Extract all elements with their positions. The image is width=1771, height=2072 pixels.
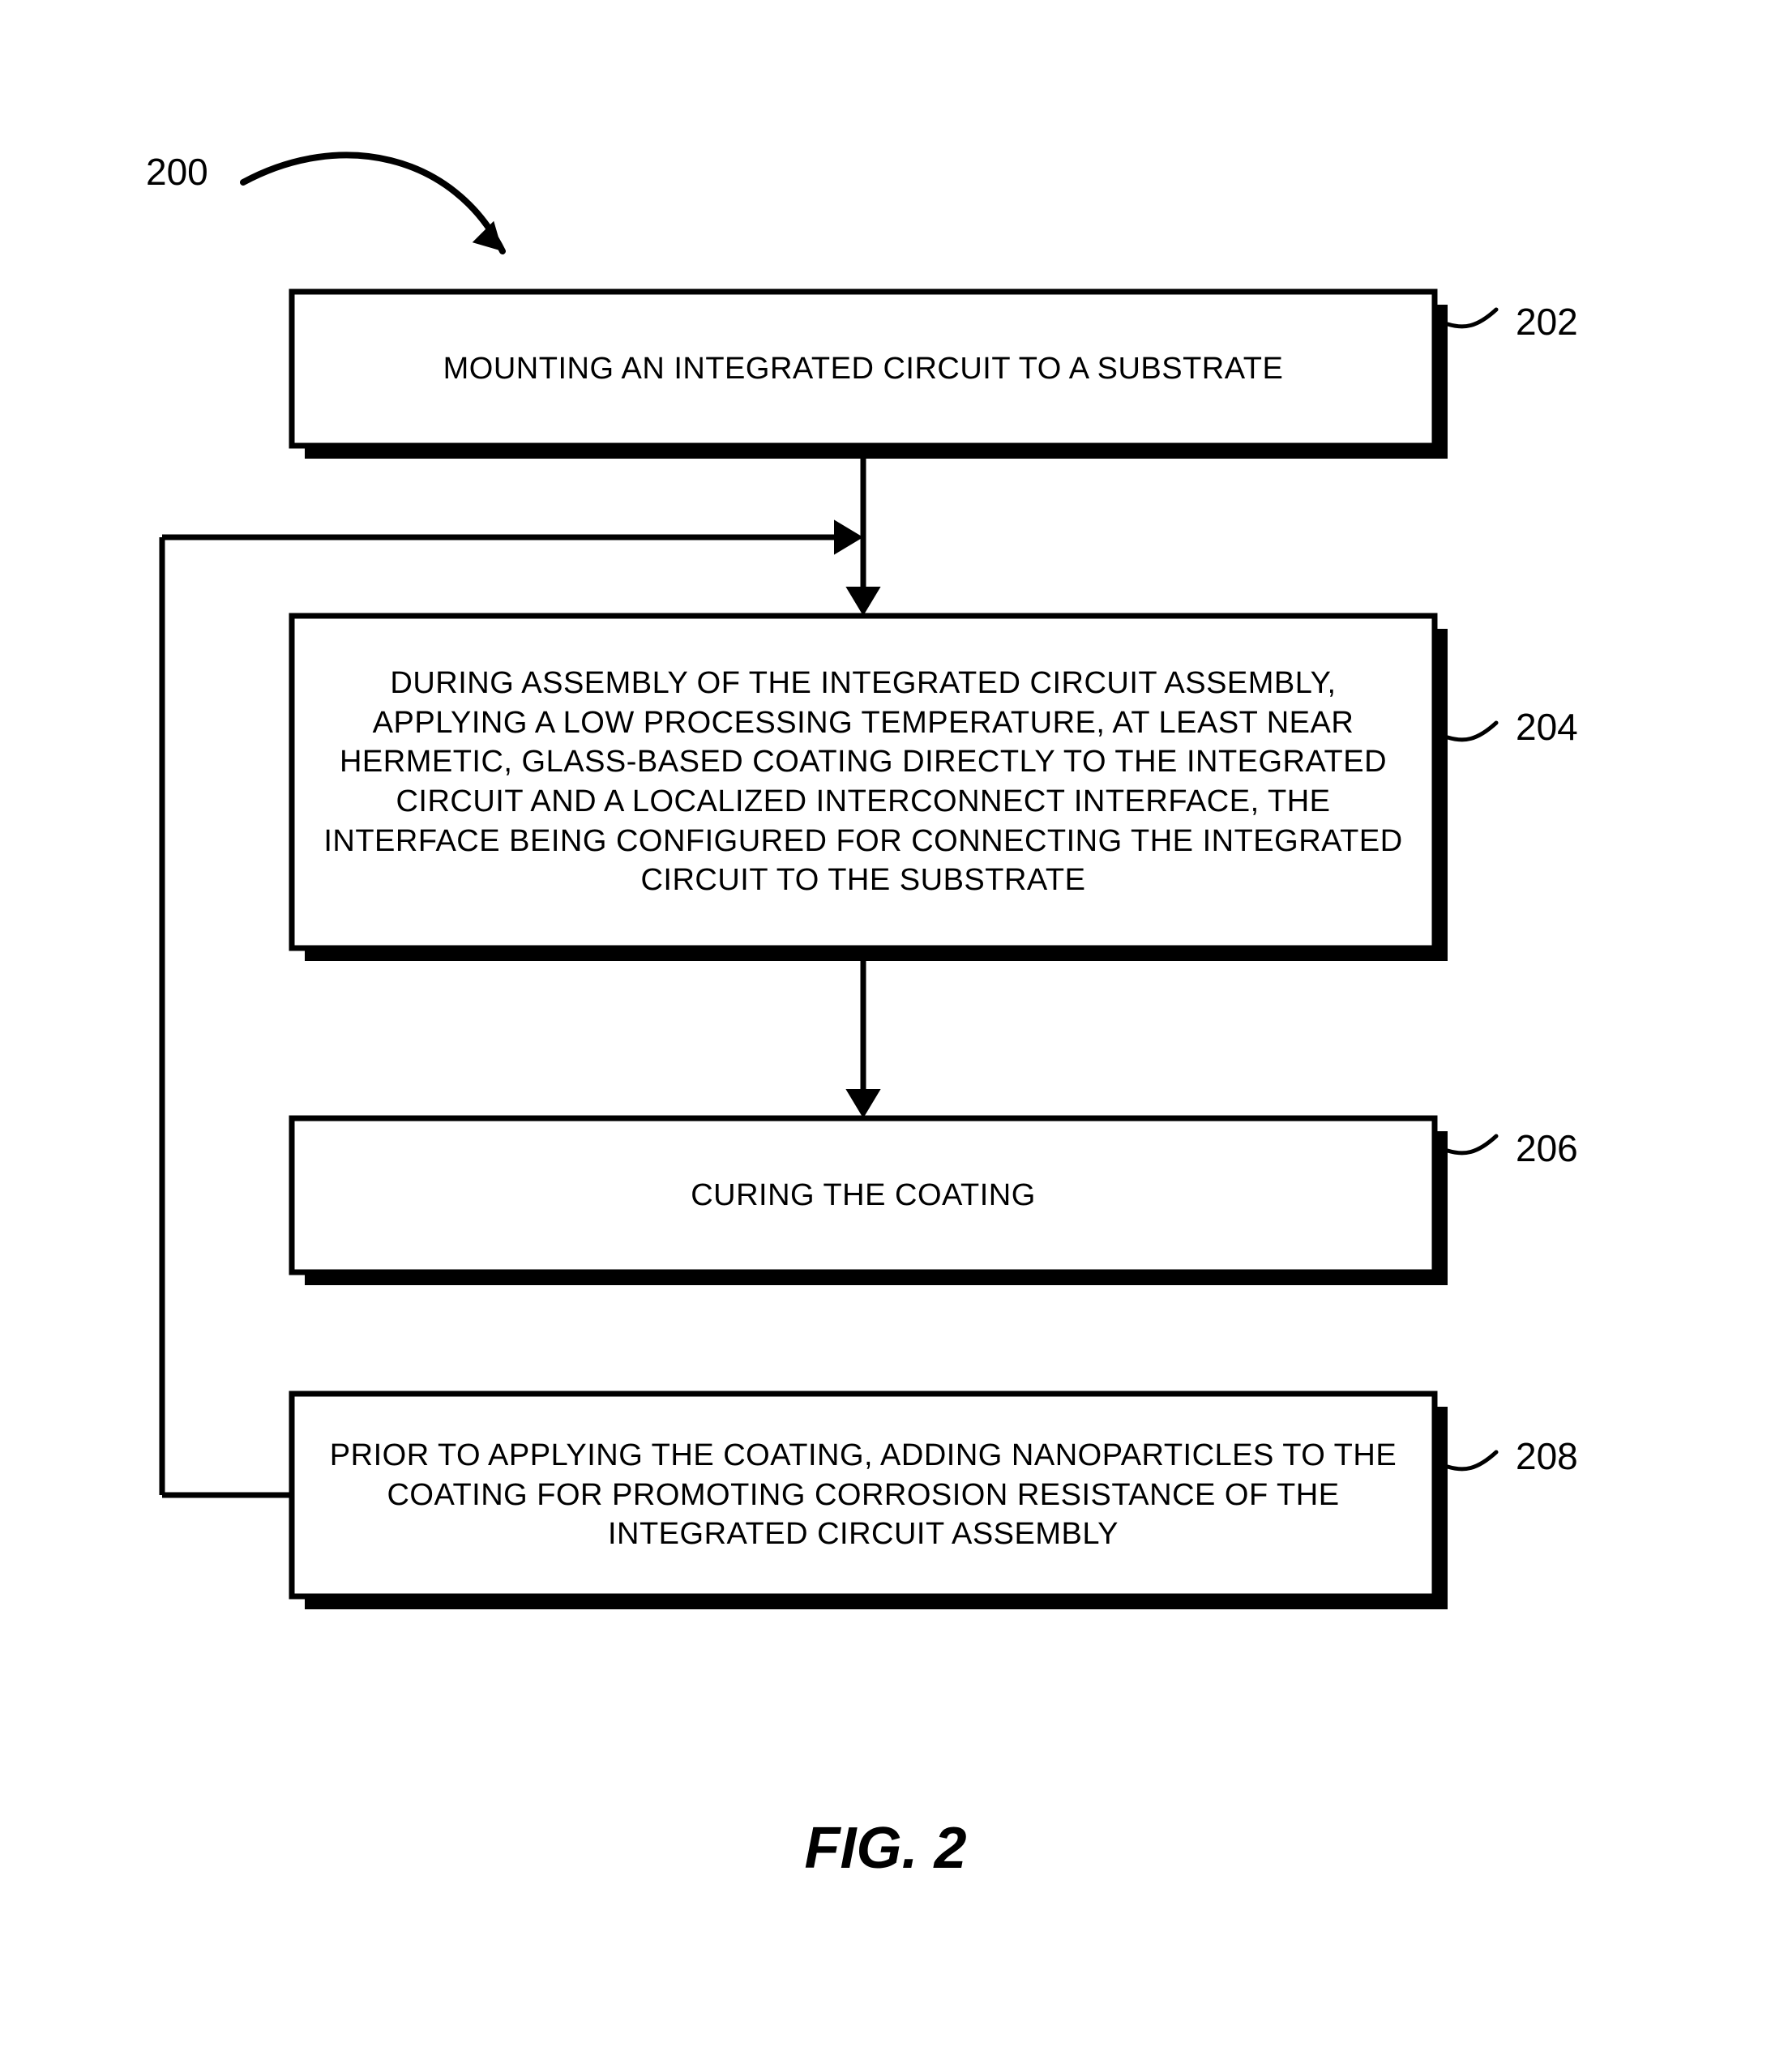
- pointer-label-200: 200: [146, 150, 208, 194]
- box-204-label: 204: [1516, 705, 1578, 749]
- box-208-text: PRIOR TO APPLYING THE COATING, ADDING NA…: [316, 1402, 1410, 1588]
- figure-caption: FIG. 2: [0, 1815, 1771, 1882]
- box-206-label: 206: [1516, 1126, 1578, 1170]
- box-204-text: DURING ASSEMBLY OF THE INTEGRATED CIRCUI…: [316, 624, 1410, 940]
- box-208-label: 208: [1516, 1434, 1578, 1478]
- box-202-label: 202: [1516, 300, 1578, 344]
- box-206-text: CURING THE COATING: [308, 1118, 1418, 1272]
- box-202-text: MOUNTING AN INTEGRATED CIRCUIT TO A SUBS…: [308, 292, 1418, 446]
